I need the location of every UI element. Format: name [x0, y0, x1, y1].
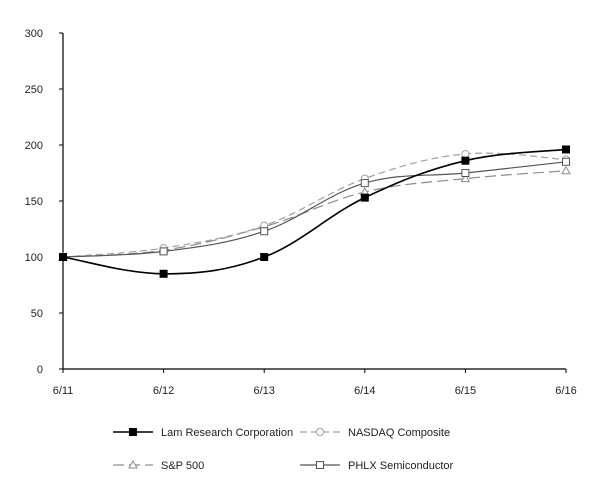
legend-label: PHLX Semiconductor — [348, 460, 453, 472]
legend-swatch-marker — [316, 461, 324, 469]
y-tick-label: 50 — [31, 308, 43, 320]
data-point — [461, 169, 470, 177]
data-point — [159, 269, 168, 278]
data-point — [461, 149, 470, 158]
legend-swatch-marker — [128, 459, 138, 469]
legend-swatch-marker — [316, 428, 324, 436]
data-point — [360, 179, 369, 188]
y-tick-label: 150 — [25, 196, 43, 208]
data-point — [460, 173, 471, 183]
x-tick-label: 6/15 — [455, 385, 476, 397]
data-point — [561, 165, 571, 175]
legend: Lam Research Corporation NASDAQ Composite… — [113, 427, 453, 472]
legend-label: Lam Research Corporation — [161, 427, 293, 439]
series-line — [62, 152, 567, 258]
y-tick-label: 300 — [25, 28, 43, 40]
legend-label: S&P 500 — [161, 460, 204, 472]
data-point — [59, 253, 67, 261]
data-point — [562, 145, 570, 154]
y-tick-label: 250 — [25, 84, 43, 96]
series-line — [62, 161, 567, 258]
data-point — [562, 157, 570, 166]
y-tick-label: 0 — [37, 364, 43, 376]
data-point — [260, 253, 269, 261]
x-tick-label: 6/16 — [555, 385, 576, 397]
data-point — [260, 227, 269, 236]
data-point — [461, 156, 470, 165]
y-tick-label: 200 — [25, 140, 43, 152]
series-line — [62, 170, 567, 258]
x-tick-label: 6/12 — [153, 385, 174, 397]
data-point — [360, 193, 369, 202]
data-point — [159, 247, 168, 256]
y-tick-label: 100 — [25, 252, 43, 264]
series-line — [62, 148, 567, 275]
legend-swatch-marker — [129, 428, 137, 436]
legend-label: NASDAQ Composite — [348, 427, 450, 439]
x-tick-label: 6/13 — [253, 385, 274, 397]
plot-area: 0 50 100 150 200 250 300 6/11 6/12 6/13 6/14 6/15 6/… — [25, 28, 577, 397]
x-tick-label: 6/11 — [53, 385, 74, 397]
x-tick-label: 6/14 — [354, 385, 375, 397]
